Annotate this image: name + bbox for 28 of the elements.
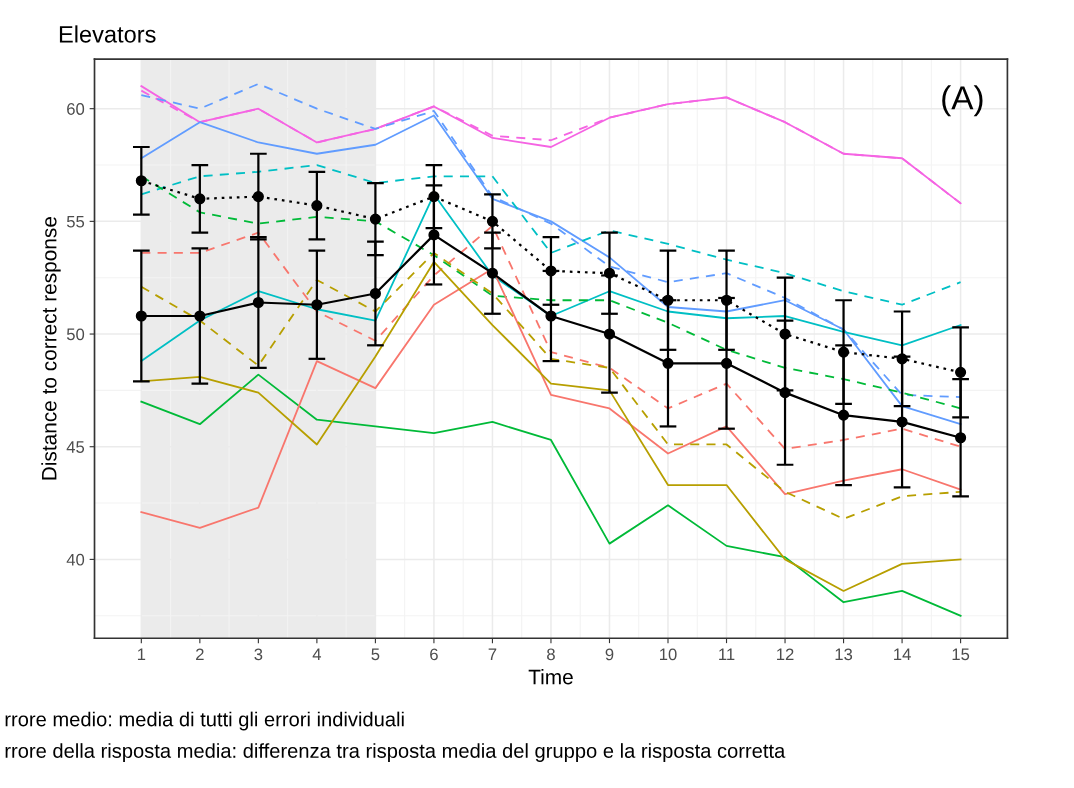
x-tick-label: 12: [777, 648, 794, 661]
y-tick-label: 60: [67, 103, 85, 115]
x-tick-label: 9: [605, 648, 614, 661]
x-axis-title: Time: [528, 669, 573, 685]
text: rrore della risposta media: differenza tra risposta media del gruppo e la risposta corretta: [5, 743, 786, 762]
y-tick-label: 55: [66, 215, 85, 228]
x-tick-label: 8: [547, 648, 555, 661]
line-series: [140, 373, 962, 617]
y-axis-title: Distance to correct response: [41, 217, 61, 480]
text: rrore medio: media di tutti gli errori individuali: [5, 711, 404, 731]
x-tick-label: 3: [254, 648, 263, 661]
chart-title: Elevators: [59, 25, 156, 43]
x-tick-label: 10: [660, 648, 677, 661]
x-tick-label: 11: [719, 648, 735, 661]
x-tick-label: 13: [835, 648, 853, 661]
annotation: (A): [942, 85, 983, 117]
x-tick-label: 4: [312, 648, 322, 661]
y-tick-label: 50: [66, 328, 85, 341]
x-tick-label: 1: [137, 648, 146, 661]
x-tick-label: 6: [430, 648, 438, 661]
x-tick-label: 2: [196, 648, 204, 661]
x-tick-label: 7: [488, 648, 497, 661]
x-tick-label: 15: [952, 648, 970, 661]
y-tick-label: 40: [66, 553, 85, 566]
line-series: [140, 164, 962, 306]
x-tick-label: 5: [371, 648, 380, 661]
x-tick-label: 14: [894, 648, 911, 661]
y-tick-label: 45: [66, 441, 85, 453]
